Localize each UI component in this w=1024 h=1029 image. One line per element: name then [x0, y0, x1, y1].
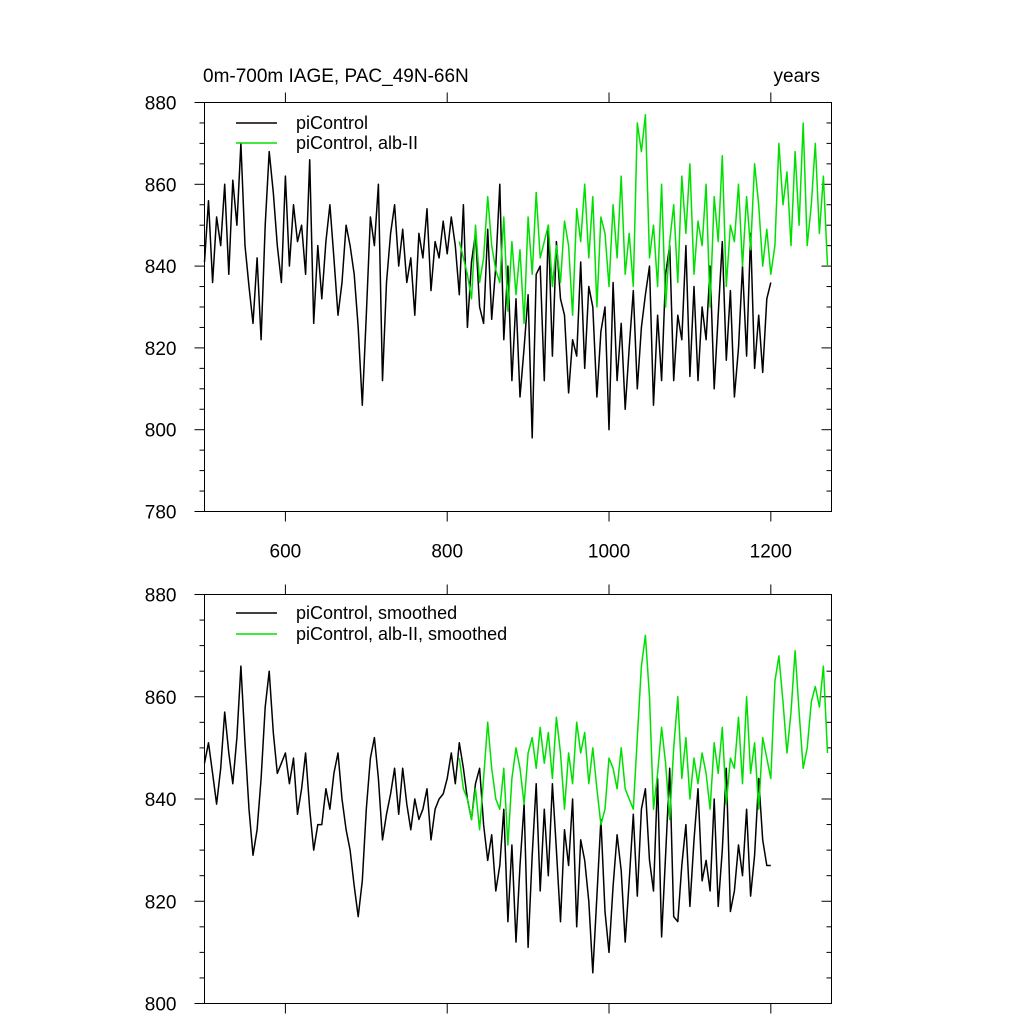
bottom-ytick-label: 840 [145, 790, 177, 811]
top-ytick-label: 860 [145, 175, 177, 196]
top-xtick-label: 1200 [750, 542, 792, 563]
top-series-alb-ii [458, 114, 829, 325]
top-ytick-label: 780 [145, 503, 177, 524]
top-ytick-label: 820 [145, 339, 177, 360]
top-axes: 780 800 820 840 860 880 600 800 1000 1200 [145, 92, 832, 563]
bottom-ytick-label: 800 [145, 995, 177, 1016]
top-legend-label-alb: piControl, alb-II [296, 133, 418, 153]
bottom-series-group [203, 634, 829, 974]
top-chart-units: years [774, 66, 820, 87]
bottom-legend: piControl, smoothed piControl, alb-II, s… [236, 603, 507, 644]
top-ytick-label: 840 [145, 257, 177, 278]
bottom-ytick-label: 880 [145, 586, 177, 607]
bottom-series-alb-ii [458, 634, 829, 846]
top-series-picontrol [203, 142, 772, 439]
bottom-ytick-label: 820 [145, 892, 177, 913]
top-series-group [203, 114, 829, 439]
bottom-legend-label-alb: piControl, alb-II, smoothed [296, 624, 507, 644]
bottom-panel: 800 820 840 860 880 piControl, smoothed piCo… [145, 584, 832, 1016]
bottom-ytick-label: 860 [145, 688, 177, 709]
top-plot-frame [204, 102, 832, 512]
bottom-series-picontrol [203, 665, 771, 974]
top-ytick-label: 800 [145, 421, 177, 442]
top-xtick-label: 800 [431, 542, 463, 563]
top-legend: piControl piControl, alb-II [236, 113, 418, 153]
top-legend-label-picontrol: piControl [296, 113, 368, 133]
top-panel: 0m-700m IAGE, PAC_49N-66N years 780 800 82… [145, 66, 832, 563]
bottom-plot-frame [204, 594, 832, 1004]
top-chart-title: 0m-700m IAGE, PAC_49N-66N [203, 66, 469, 87]
bottom-axes: 800 820 840 860 880 [145, 584, 832, 1016]
bottom-legend-label-picontrol: piControl, smoothed [296, 603, 457, 623]
top-xtick-label: 600 [270, 542, 302, 563]
top-ytick-label: 880 [145, 94, 177, 115]
top-xtick-label: 1000 [588, 542, 630, 563]
